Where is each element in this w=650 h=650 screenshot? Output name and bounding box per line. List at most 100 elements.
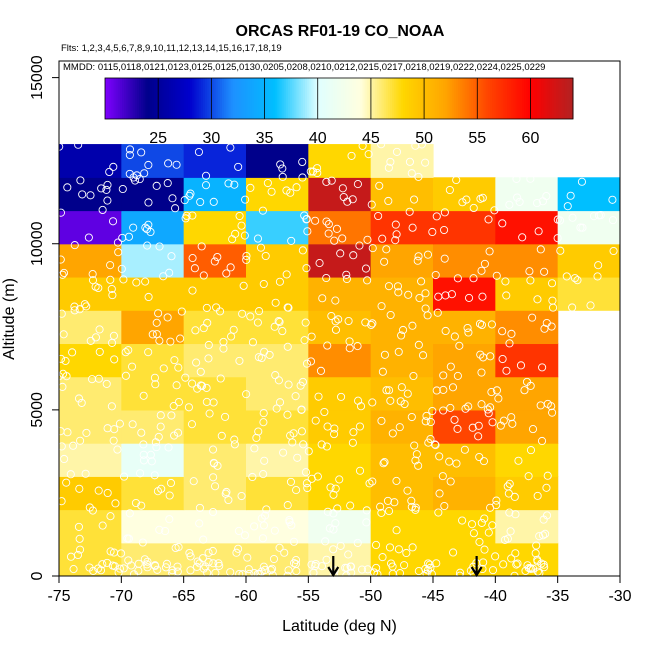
observation-point: [239, 281, 248, 290]
observation-point: [165, 515, 174, 524]
heatmap-cell: [246, 276, 309, 311]
colorbar-segment: [132, 78, 136, 119]
observation-point: [59, 382, 67, 391]
colorbar-segment: [443, 78, 446, 119]
colorbar-segment: [309, 78, 312, 119]
observation-point: [303, 227, 312, 236]
observation-point: [469, 529, 478, 538]
observation-point: [355, 466, 365, 475]
observation-point: [555, 216, 565, 225]
observation-point: [535, 532, 544, 541]
heatmap-cell: [246, 177, 309, 212]
observation-point: [464, 402, 473, 411]
observation-point: [528, 313, 537, 322]
x-tick-label: -55: [297, 588, 320, 605]
colorbar-segment: [328, 78, 331, 119]
observation-point: [74, 140, 83, 149]
observation-point: [78, 190, 87, 199]
observation-point: [59, 442, 66, 451]
colorbar-segment: [445, 78, 448, 119]
colorbar-segment: [177, 78, 180, 119]
observation-point: [254, 427, 263, 436]
heatmap-cell: [557, 177, 620, 212]
chart-title: ORCAS RF01-19 CO_NOAA: [236, 23, 445, 40]
observation-point: [332, 224, 342, 233]
observation-point: [219, 337, 228, 346]
observation-point: [478, 564, 487, 574]
observation-point: [317, 440, 326, 449]
colorbar-segment: [555, 78, 559, 119]
colorbar-segment: [209, 78, 212, 119]
observation-point: [284, 566, 293, 575]
observation-point: [392, 526, 401, 535]
colorbar-segment: [400, 78, 404, 119]
observation-point: [284, 303, 293, 312]
observation-point: [307, 474, 316, 483]
observation-point: [377, 416, 386, 425]
observation-point: [98, 205, 107, 214]
colorbar-segment: [417, 78, 421, 119]
observation-point: [302, 359, 312, 368]
observation-point: [140, 169, 149, 178]
observation-point: [184, 403, 193, 412]
colorbar-segment: [126, 78, 129, 119]
observation-point: [330, 236, 339, 245]
observation-point: [106, 275, 115, 284]
colorbar-segment: [158, 78, 161, 119]
observation-point: [250, 522, 259, 531]
observation-point: [314, 392, 323, 401]
colorbar-segment: [166, 78, 170, 119]
observation-point: [274, 316, 283, 326]
observation-point: [164, 443, 173, 452]
observation-point: [355, 241, 364, 250]
colorbar-segment: [566, 78, 570, 119]
colorbar-segment: [521, 78, 525, 119]
heatmap-cell: [121, 409, 185, 444]
observation-point: [141, 223, 150, 232]
observation-point: [106, 547, 115, 556]
observation-point: [114, 248, 123, 257]
observation-point: [230, 440, 239, 449]
observation-point: [543, 471, 552, 480]
observation-point: [209, 197, 218, 206]
observation-point: [488, 418, 497, 427]
observation-point: [353, 180, 362, 189]
observation-point: [196, 197, 205, 207]
colorbar-segment: [553, 78, 557, 119]
colorbar-segment: [296, 78, 300, 119]
colorbar-segment: [239, 78, 242, 119]
heatmap-cell: [59, 243, 122, 278]
observation-point: [403, 389, 412, 398]
observation-point: [173, 567, 182, 576]
heatmap-cell: [370, 443, 434, 477]
observation-point: [189, 477, 198, 486]
observation-point: [609, 246, 618, 256]
observation-point: [144, 160, 153, 170]
heatmap-cell: [121, 144, 185, 178]
colorbar-segment: [222, 78, 225, 119]
observation-point: [462, 195, 471, 204]
observation-point: [357, 565, 367, 574]
observation-point: [165, 491, 174, 500]
observation-point: [302, 214, 311, 224]
colorbar-segment: [509, 78, 512, 119]
observation-point: [148, 330, 157, 339]
observation-point: [222, 269, 231, 278]
observation-point: [453, 424, 462, 433]
colorbar-segment: [413, 78, 417, 119]
observation-point: [163, 313, 172, 322]
observation-point: [282, 186, 291, 195]
heatmap-cell: [370, 276, 434, 311]
observation-point: [146, 450, 155, 459]
observation-point: [75, 534, 84, 543]
colorbar-segment: [560, 78, 563, 119]
observation-point: [407, 496, 416, 505]
observation-point: [458, 516, 467, 525]
observation-point: [368, 477, 377, 486]
observation-point: [484, 528, 493, 537]
observation-point: [173, 562, 182, 571]
observation-point: [331, 296, 340, 305]
observation-point: [369, 568, 379, 576]
observation-point: [125, 150, 134, 160]
observation-point: [440, 208, 449, 217]
